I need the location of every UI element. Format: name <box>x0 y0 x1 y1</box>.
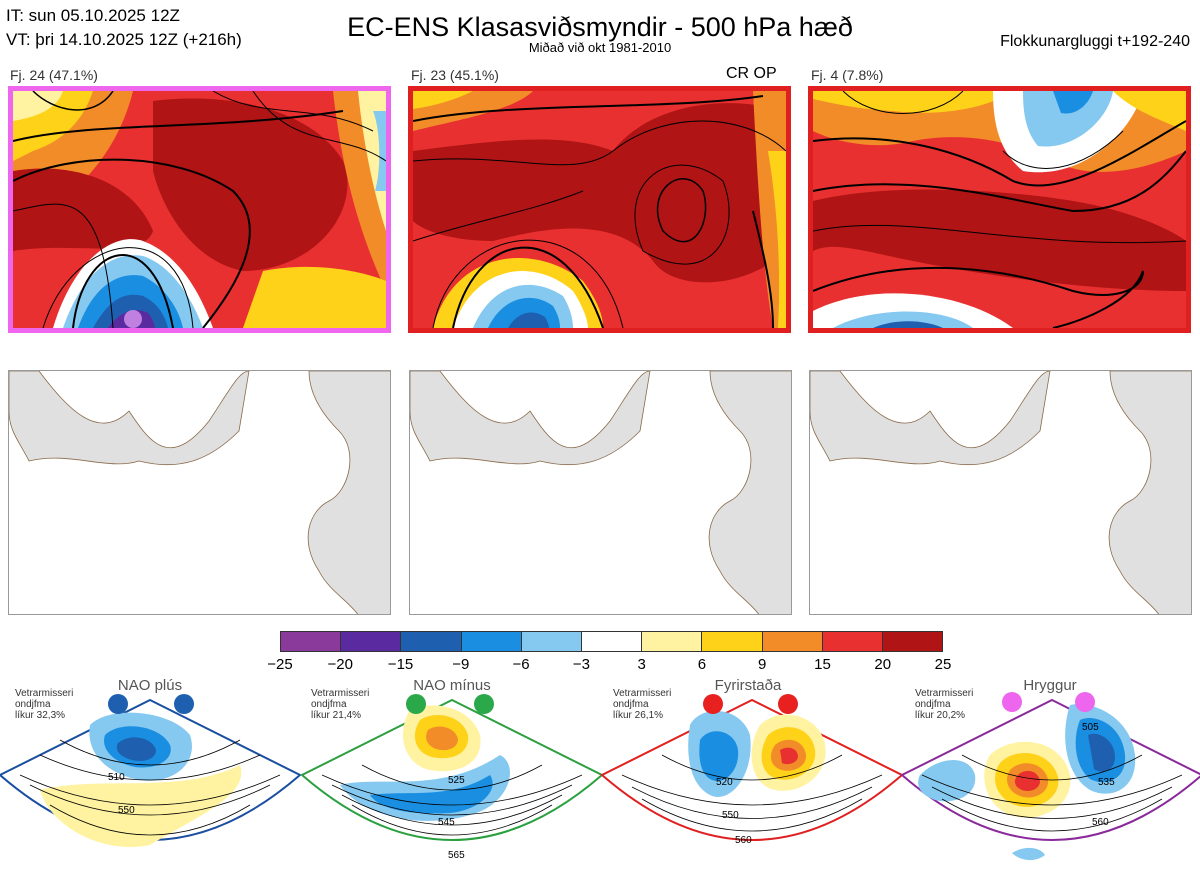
svg-text:520: 520 <box>716 777 733 788</box>
svg-text:545: 545 <box>438 817 455 828</box>
svg-text:525: 525 <box>448 775 465 786</box>
svg-text:550: 550 <box>118 805 135 816</box>
regime-maps: 510 550 525 545 565 520 550 560 <box>0 698 1200 861</box>
colorbar-segment <box>341 632 402 651</box>
svg-text:560: 560 <box>1092 817 1109 828</box>
colorbar-tick: −25 <box>267 656 293 673</box>
colorbar-segment <box>882 632 943 651</box>
regime-1-dot-b <box>174 694 194 714</box>
regime-1-info: Vetrarmisseri ondjfma líkur 32,3% <box>15 688 74 721</box>
colorbar-segment <box>401 632 462 651</box>
regime-3-dot-a <box>703 694 723 714</box>
member-map-1 <box>8 370 391 615</box>
svg-text:550: 550 <box>722 810 739 821</box>
regime-blocking: 520 550 560 <box>600 698 904 846</box>
init-time: IT: sun 05.10.2025 12Z <box>6 6 180 25</box>
cluster-map-2 <box>408 86 791 333</box>
colorbar <box>280 631 943 652</box>
colorbar-segment <box>461 632 522 651</box>
regime-3-title: Fyrirstaða <box>714 677 782 694</box>
colorbar-segment <box>822 632 883 651</box>
svg-text:565: 565 <box>448 850 465 861</box>
regime-nao-minus: 525 545 565 <box>300 698 604 861</box>
colorbar-tick: −20 <box>327 656 353 673</box>
panel-2-label: Fj. 23 (45.1%) <box>411 67 499 83</box>
cluster-map-1 <box>8 86 391 333</box>
colorbar-segment <box>762 632 823 651</box>
regime-1-title: NAO plús <box>117 677 183 694</box>
regime-2-title: NAO mínus <box>413 677 491 694</box>
colorbar-tick: 20 <box>874 656 892 673</box>
page-title: EC-ENS Klasasviðsmyndir - 500 hPa hæð <box>347 12 853 42</box>
svg-text:510: 510 <box>108 772 125 783</box>
regime-2-dot-a <box>406 694 426 714</box>
regime-4-info: Vetrarmisseri ondjfma líkur 20,2% <box>915 688 974 721</box>
colorbar-tick: −15 <box>387 656 414 673</box>
regime-4-dot-a <box>1002 692 1022 712</box>
page-subtitle: Miðað við okt 1981-2010 <box>528 40 672 55</box>
classification-window: Flokkunargluggi t+192-240 <box>1000 33 1190 50</box>
regime-ridge: 505 535 560 <box>900 698 1200 861</box>
colorbar-tick: 25 <box>934 656 952 673</box>
member-map-2 <box>409 370 792 615</box>
regime-2-info: Vetrarmisseri ondjfma líkur 21,4% <box>311 688 370 721</box>
regime-1-dot-a <box>108 694 128 714</box>
valid-time: VT: þri 14.10.2025 12Z (+216h) <box>6 30 242 49</box>
colorbar-segment <box>642 632 703 651</box>
colorbar-tick: 6 <box>697 656 707 673</box>
member-map-3 <box>809 370 1192 615</box>
colorbar-segment <box>702 632 763 651</box>
regime-3-dot-b <box>778 694 798 714</box>
colorbar-tick: 15 <box>814 656 831 673</box>
panel-2-extra: CR OP <box>726 65 777 82</box>
panel-1-label: Fj. 24 (47.1%) <box>10 67 98 83</box>
regime-2-dot-b <box>474 694 494 714</box>
regime-4-title: Hryggur <box>1023 677 1077 694</box>
regime-3-info: Vetrarmisseri ondjfma líkur 26,1% <box>613 688 672 721</box>
regime-4-dot-b <box>1075 692 1095 712</box>
regime-nao-plus: 510 550 <box>0 698 302 847</box>
colorbar-tick: −9 <box>452 656 470 673</box>
colorbar-segment <box>581 632 643 651</box>
colorbar-segment <box>281 632 342 651</box>
colorbar-segment <box>521 632 582 651</box>
svg-text:535: 535 <box>1098 777 1115 788</box>
cluster-map-3 <box>808 86 1191 333</box>
colorbar-tick: −6 <box>512 656 530 673</box>
svg-text:505: 505 <box>1082 722 1099 733</box>
colorbar-tick: −3 <box>572 656 590 673</box>
colorbar-tick: 9 <box>758 656 767 673</box>
panel-3-label: Fj. 4 (7.8%) <box>811 67 884 83</box>
colorbar-tick: 3 <box>637 656 646 673</box>
svg-text:560: 560 <box>735 835 752 846</box>
